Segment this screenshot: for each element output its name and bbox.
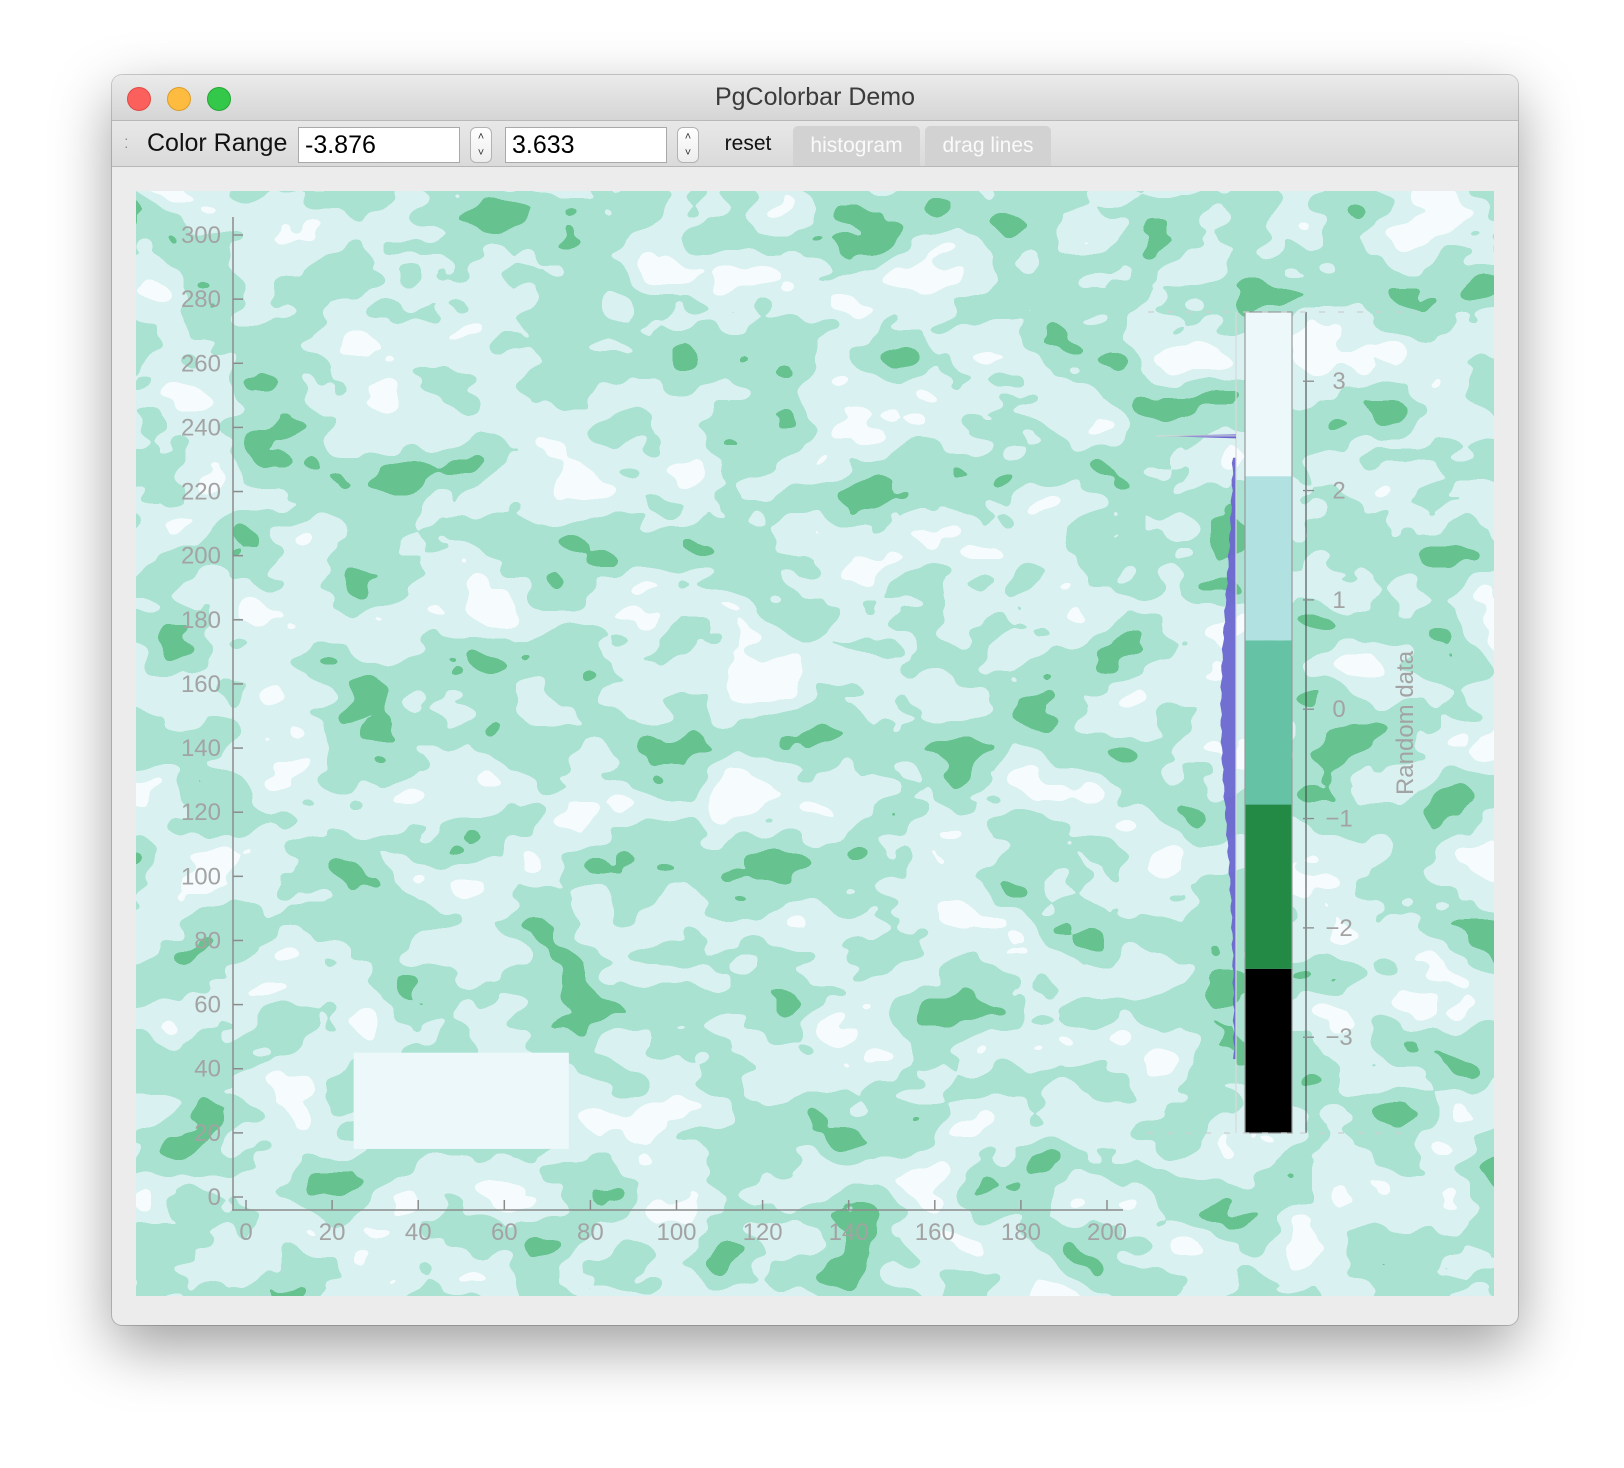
y-tick-label: 80	[194, 927, 221, 954]
colorbar-levels	[1244, 311, 1293, 1134]
y-tick-label: 200	[181, 543, 221, 570]
x-tick-label: 20	[319, 1219, 346, 1246]
colorbar-tick-label: 2	[1332, 478, 1345, 505]
colorbar-level	[1245, 804, 1292, 969]
colorbar-tick-label: −3	[1325, 1024, 1352, 1051]
colorbar-label: Random data	[1392, 650, 1419, 795]
x-tick-label: 200	[1087, 1219, 1127, 1246]
y-tick-label: 100	[181, 863, 221, 890]
heatmap-plot[interactable]: 0 20 40 60 80 100 120 140 160 180 200 0 20 40 60 80 100…	[181, 217, 1127, 1246]
y-tick-label: 120	[181, 799, 221, 826]
y-tick-label: 260	[181, 350, 221, 377]
plot-canvas[interactable]: 0 20 40 60 80 100 120 140 160 180 200 020406080100…	[136, 191, 1494, 1296]
toolbar-grip-icon[interactable]: · ·	[124, 130, 129, 154]
y-tick-label: 140	[181, 735, 221, 762]
x-tick-label: 80	[577, 1219, 604, 1246]
colorbar-axis: 3 2 1 0 −1 −2 −3	[1303, 312, 1353, 1133]
colorbar-level	[1245, 968, 1292, 1133]
x-tick-label: 100	[656, 1219, 696, 1246]
colorbar[interactable]: 3 2 1 0 −1 −2 −3 Random data	[1148, 311, 1419, 1134]
drag-lines-toggle-button[interactable]: drag lines	[925, 126, 1051, 166]
colorbar-level	[1245, 476, 1292, 641]
colorbar-tick-label: 3	[1332, 368, 1345, 395]
y-tick-label: 160	[181, 671, 221, 698]
colorbar-tick-label: −1	[1325, 806, 1352, 833]
y-tick-label: 20	[194, 1120, 221, 1147]
minimize-window-icon[interactable]	[167, 87, 191, 111]
x-tick-label: 60	[491, 1219, 518, 1246]
x-tick-label: 180	[1001, 1219, 1041, 1246]
color-range-min-input[interactable]	[298, 127, 460, 163]
x-axis: 0 20 40 60 80 100 120 140 160 180 200	[232, 1200, 1127, 1246]
y-tick-label: 60	[194, 992, 221, 1019]
y-tick-label: 220	[181, 479, 221, 506]
stepper-up-icon[interactable]: ˄	[684, 131, 692, 143]
x-tick-label: 0	[239, 1219, 252, 1246]
colorbar-tick-label: 0	[1332, 696, 1345, 723]
y-tick-label: 180	[181, 607, 221, 634]
heatmap-rectangle-annotation	[353, 1052, 569, 1149]
color-range-min-stepper[interactable]: ˄ ˅	[470, 127, 492, 163]
histogram-area	[1220, 457, 1236, 1060]
maximize-window-icon[interactable]	[207, 87, 231, 111]
y-tick-label: 0	[208, 1184, 221, 1211]
app-window: PgColorbar Demo ·· Color Range ˄ ˅ ˄ ˅ r…	[112, 75, 1518, 1325]
x-tick-label: 160	[915, 1219, 955, 1246]
color-range-max-stepper[interactable]: ˄ ˅	[677, 127, 699, 163]
colorbar-level	[1245, 640, 1292, 805]
colorbar-histogram	[1156, 312, 1237, 1133]
title-bar[interactable]: PgColorbar Demo	[112, 75, 1518, 121]
stepper-up-icon[interactable]: ˄	[477, 131, 485, 143]
y-axis: 0 20 40 60 80 100 120 140 160 180 200 220 240 260 280 3…	[181, 217, 243, 1211]
colorbar-level	[1245, 312, 1292, 477]
histogram-toggle-button[interactable]: histogram	[793, 126, 920, 166]
x-tick-label: 140	[829, 1219, 869, 1246]
y-tick-label: 280	[181, 286, 221, 313]
colorbar-frame	[1244, 311, 1293, 1134]
x-tick-label: 120	[743, 1219, 783, 1246]
colorbar-tick-label: −2	[1325, 915, 1352, 942]
reset-button[interactable]: reset	[724, 132, 772, 155]
window-title: PgColorbar Demo	[714, 83, 916, 111]
colorbar-tick-label: 1	[1332, 587, 1345, 614]
colorbar-drag-lines[interactable]	[1148, 311, 1416, 1134]
plot-area[interactable]: 0 20 40 60 80 100 120 140 160 180 200 0 20 40 60 80 100…	[136, 191, 1494, 1296]
color-range-max-input[interactable]	[505, 127, 667, 163]
heatmap-image[interactable]	[246, 235, 1107, 1197]
close-window-icon[interactable]	[127, 87, 151, 111]
y-tick-label: 240	[181, 414, 221, 441]
toolbar: ·· Color Range ˄ ˅ ˄ ˅ reset histogram d…	[112, 121, 1518, 167]
stepper-down-icon[interactable]: ˅	[684, 147, 692, 159]
x-tick-label: 40	[405, 1219, 432, 1246]
color-range-label: Color Range	[147, 129, 288, 157]
y-tick-label: 40	[194, 1056, 221, 1083]
stepper-down-icon[interactable]: ˅	[477, 147, 485, 159]
y-tick-label: 300	[181, 222, 221, 249]
